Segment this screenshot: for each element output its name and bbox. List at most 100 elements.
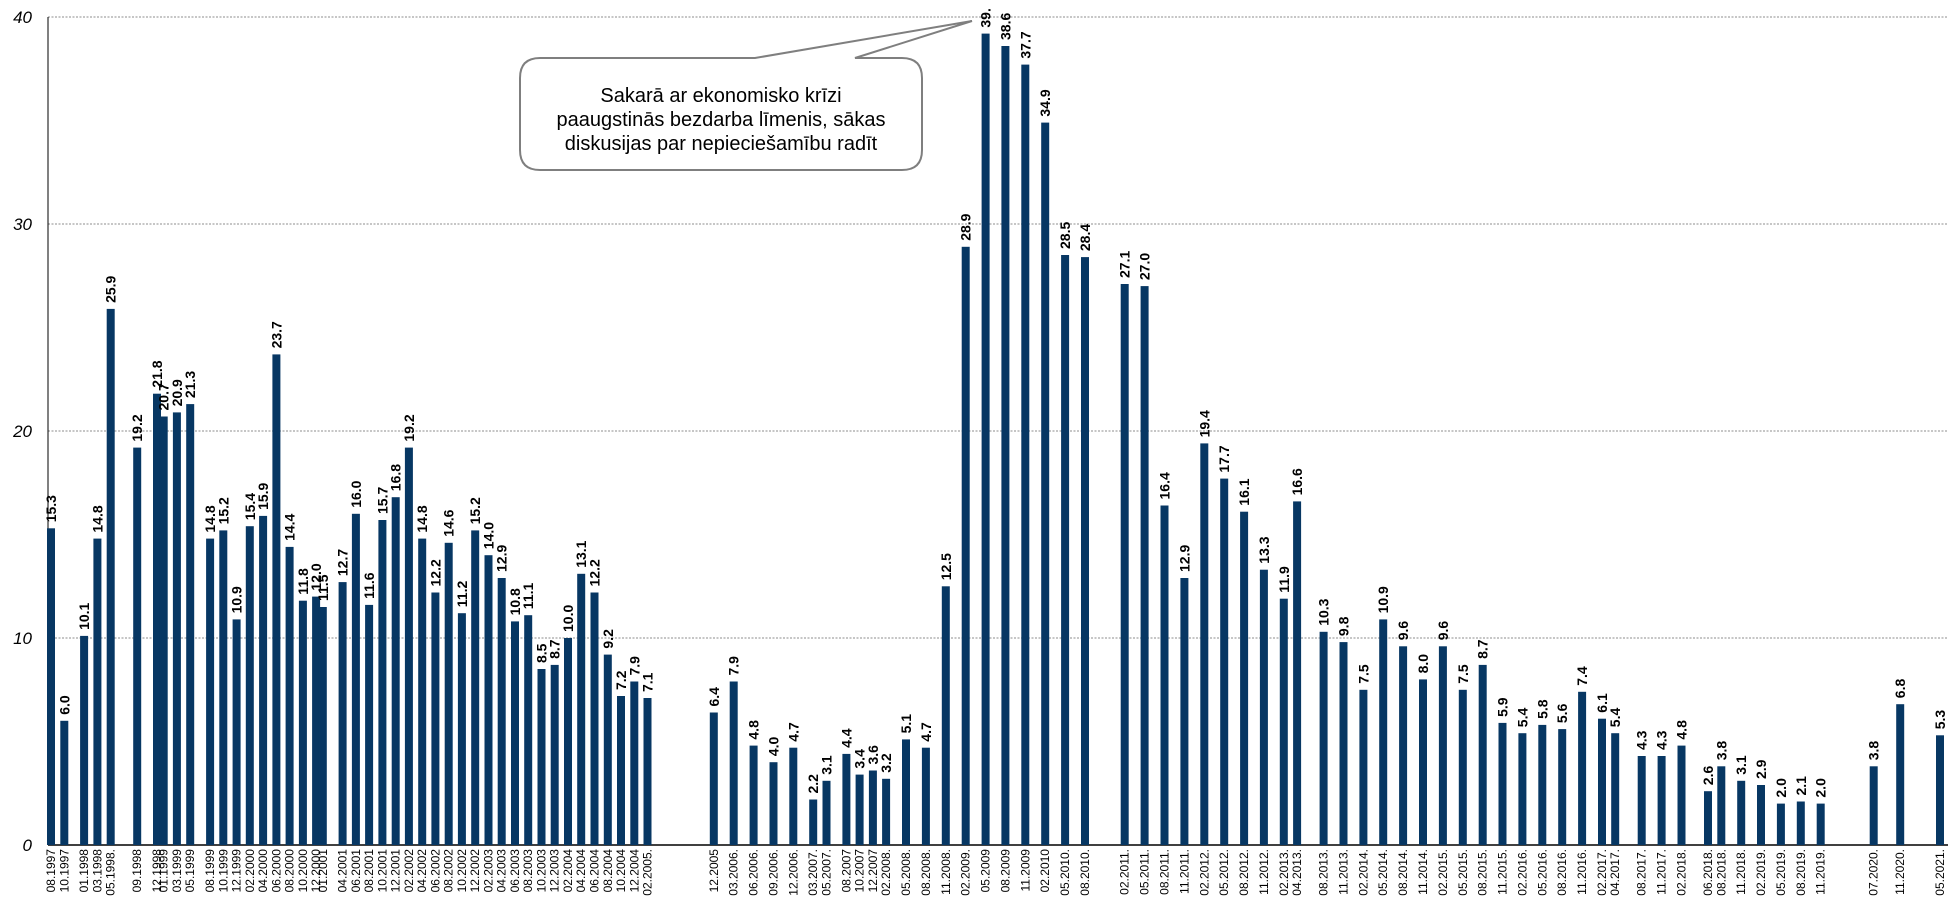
value-label: 10.8 [507,588,523,615]
bar [868,770,877,845]
x-tick-label: 11.2015. [1496,849,1510,895]
bar [1757,785,1765,845]
x-tick-label: 12.2003 [548,849,562,893]
value-label: 9.2 [600,629,616,649]
x-tick-label: 12.2007 [866,849,880,893]
bar [444,542,453,845]
x-tick-label: 10.2000 [296,849,310,893]
bar [1518,733,1527,845]
x-tick-label: 08.2015. [1476,849,1490,896]
x-tick-label: 08.2009 [998,849,1012,893]
x-tick-label: 06.2002 [428,849,442,893]
value-label: 3.8 [1713,741,1729,761]
x-tick-label: 05.2009 [979,849,993,893]
value-label: 3.8 [1866,741,1882,761]
x-tick-label: 02.2015. [1436,849,1450,896]
value-label: 25.9 [103,275,119,302]
bar [1180,578,1189,845]
x-tick-label: 11.2011. [1177,849,1191,894]
value-label: 3.2 [878,753,894,773]
bar [1558,729,1567,845]
value-label: 7.9 [726,656,742,676]
x-tick-label: 12.2000 [309,849,323,893]
bar [1438,646,1447,845]
value-label: 15.2 [467,497,483,524]
value-label: 13.3 [1256,536,1272,563]
bar [47,528,55,845]
x-tick-label: 12.2006. [786,849,800,896]
bar [378,520,387,845]
x-tick-label: 03.2007. [806,849,820,896]
x-tick-label: 11.2008. [939,849,953,895]
value-label: 2.0 [1813,778,1829,798]
value-label: 2.9 [1753,759,1769,779]
bar [537,669,546,845]
x-tick-label: 05.2010. [1058,849,1072,896]
x-tick-label: 03.2006. [727,849,741,896]
x-tick-label: 07.2020. [1867,849,1881,896]
x-tick-label: 02.2011. [1118,849,1132,895]
x-tick-label: 05.2012. [1217,849,1231,896]
value-label: 21.8 [149,360,165,387]
bar [1220,478,1229,845]
value-label: 5.6 [1554,703,1570,723]
x-tick-label: 09.2006. [767,849,781,896]
x-tick-label: 08.2007 [839,849,853,893]
value-label: 23.7 [268,321,284,348]
value-label: 8.0 [1415,654,1431,674]
bar [1717,766,1726,845]
bar [1657,756,1666,845]
value-label: 8.7 [547,639,563,659]
bar [272,354,281,845]
bar [1704,791,1712,845]
bar [882,778,891,845]
value-label: 4.3 [1634,730,1650,750]
value-label: 10.0 [560,605,576,632]
value-label: 28.5 [1057,222,1073,249]
bar [511,621,519,845]
value-label: 6.4 [706,687,722,707]
x-tick-label: 06.2000 [269,849,283,893]
bar [1598,718,1606,845]
x-tick-label: 02.2005. [641,849,655,896]
bar [285,546,294,845]
bar [1379,619,1388,845]
x-tick-label: 03.1998 [90,849,104,893]
value-label: 28.4 [1077,224,1093,251]
bar [941,586,950,846]
bar [351,513,360,845]
x-tick-label: 09.1998 [130,849,144,893]
value-label: 9.6 [1395,621,1411,641]
x-tick-label: 02.2012. [1197,849,1211,896]
bar [842,753,851,845]
bar [365,604,374,845]
x-tick-label: 12.2002 [468,849,482,893]
x-tick-label: 02.2008. [879,849,893,896]
value-label: 19.2 [401,414,417,441]
x-tick-label: 08.2018. [1714,849,1728,896]
bar [1081,257,1089,846]
bar [729,681,738,845]
value-label: 2.6 [1700,766,1716,786]
value-label: 14.8 [414,505,430,532]
x-tick-label: 02.2014. [1356,849,1370,896]
x-tick-label: 08.2016. [1555,849,1569,896]
bar [1677,745,1686,845]
bar [1936,735,1944,845]
x-tick-label: 06.2006. [747,849,761,896]
x-tick-label: 05.2008. [899,849,913,896]
x-tick-label: 08.2010. [1078,849,1092,896]
x-tick-label: 12.2005 [707,849,721,893]
x-tick-label: 08.2002 [442,849,456,893]
value-label: 2.2 [805,774,821,794]
x-tick-label: 01.1999 [157,849,171,893]
x-tick-label: 10.2003 [535,849,549,893]
value-label: 16.1 [1236,478,1252,505]
value-label: 11.6 [361,572,377,599]
x-tick-label: 04.2002 [415,849,429,893]
x-tick-label: 01.2001 [316,849,330,893]
x-tick-label: 08.2004 [601,849,615,893]
bar [471,530,480,845]
bar [1498,722,1507,845]
x-tick-label: 02.2017. [1595,849,1609,896]
